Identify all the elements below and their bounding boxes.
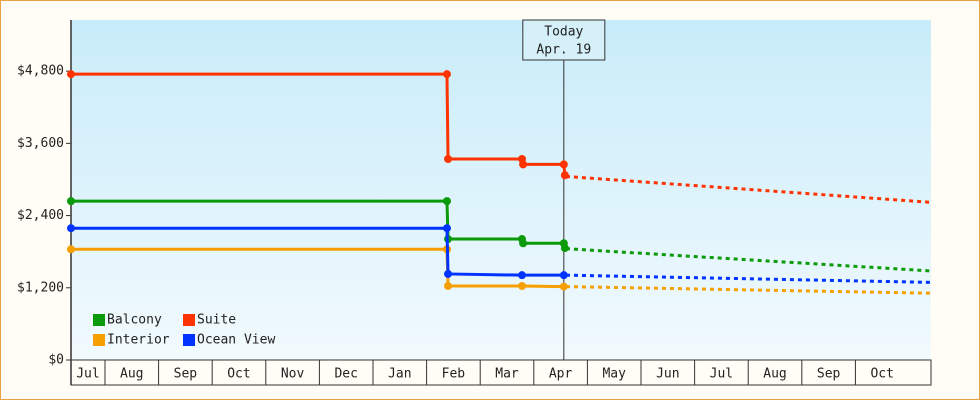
point bbox=[67, 224, 75, 233]
x-tick-label: Sep bbox=[817, 367, 841, 382]
point bbox=[559, 160, 568, 169]
today-label: Apr. 19 bbox=[536, 43, 591, 58]
plot-area bbox=[71, 20, 931, 360]
forecast-line bbox=[565, 247, 932, 273]
y-tick-label: $2,400 bbox=[17, 208, 64, 223]
point bbox=[444, 155, 453, 164]
point bbox=[442, 197, 451, 206]
x-tick-label: Mar bbox=[495, 367, 519, 382]
point bbox=[444, 269, 453, 278]
legend-swatch bbox=[183, 314, 195, 326]
x-tick-label: Aug bbox=[763, 367, 786, 382]
x-tick-label: Oct bbox=[870, 367, 893, 382]
forecast-line bbox=[565, 285, 932, 295]
point bbox=[442, 224, 451, 233]
x-tick-label: Sep bbox=[174, 367, 198, 382]
forecast-line bbox=[565, 273, 932, 284]
point bbox=[67, 70, 75, 79]
point bbox=[560, 244, 569, 253]
point bbox=[559, 271, 568, 280]
legend-swatch bbox=[93, 334, 105, 346]
legend-label: Ocean View bbox=[197, 333, 275, 348]
point bbox=[518, 271, 527, 280]
point bbox=[442, 70, 451, 79]
y-tick-label: $3,600 bbox=[17, 136, 64, 151]
x-tick-label: Jul bbox=[710, 367, 733, 382]
x-tick-label: Jul bbox=[76, 367, 99, 382]
y-tick-label: $0 bbox=[48, 353, 64, 368]
legend-label: Suite bbox=[197, 313, 236, 328]
legend-label: Balcony bbox=[107, 313, 162, 328]
x-tick-label: Feb bbox=[442, 367, 466, 382]
y-tick-label: $4,800 bbox=[17, 64, 64, 79]
x-tick-label: May bbox=[602, 367, 626, 382]
x-tick-label: Dec bbox=[334, 367, 357, 382]
point bbox=[519, 160, 528, 169]
today-label: Today bbox=[544, 25, 583, 40]
x-tick-label: Nov bbox=[281, 367, 305, 382]
x-tick-label: Oct bbox=[227, 367, 250, 382]
point bbox=[559, 282, 568, 291]
legend-label: Interior bbox=[107, 333, 170, 348]
point bbox=[560, 171, 569, 180]
legend-swatch bbox=[183, 334, 195, 346]
x-tick-label: Jan bbox=[388, 367, 411, 382]
point bbox=[67, 245, 75, 254]
today-box bbox=[522, 19, 606, 61]
forecast-line bbox=[565, 174, 932, 204]
legend-swatch bbox=[93, 314, 105, 326]
point bbox=[67, 197, 75, 206]
point bbox=[518, 281, 527, 290]
point bbox=[519, 239, 528, 248]
x-tick-label: Apr bbox=[549, 367, 573, 382]
y-tick-label: $1,200 bbox=[17, 280, 64, 295]
point bbox=[444, 281, 453, 290]
x-tick-label: Aug bbox=[120, 367, 143, 382]
x-tick-label: Jun bbox=[656, 367, 679, 382]
